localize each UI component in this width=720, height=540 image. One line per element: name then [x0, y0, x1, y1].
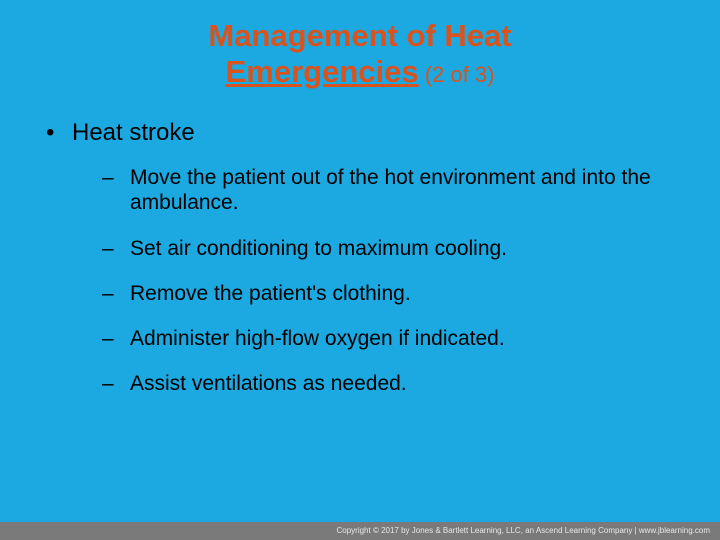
- title-line-1: Management of Heat: [40, 18, 680, 54]
- bullet-level2: Set air conditioning to maximum cooling.: [130, 236, 660, 261]
- title-underlined: Emergencies: [226, 54, 419, 89]
- title-suffix: (2 of 3): [419, 62, 495, 87]
- slide-content: Heat stroke Move the patient out of the …: [40, 119, 680, 396]
- slide-title: Management of Heat Emergencies (2 of 3): [40, 18, 680, 89]
- bullet-level1: Heat stroke: [72, 119, 680, 147]
- bullet-level2: Move the patient out of the hot environm…: [130, 165, 660, 215]
- bullet-level2: Remove the patient's clothing.: [130, 281, 660, 306]
- slide-container: Management of Heat Emergencies (2 of 3) …: [0, 0, 720, 540]
- copyright-footer: Copyright © 2017 by Jones & Bartlett Lea…: [0, 522, 720, 540]
- bullet-level2: Administer high-flow oxygen if indicated…: [130, 326, 660, 351]
- bullet-level2: Assist ventilations as needed.: [130, 371, 660, 396]
- title-line-2: Emergencies (2 of 3): [40, 54, 680, 90]
